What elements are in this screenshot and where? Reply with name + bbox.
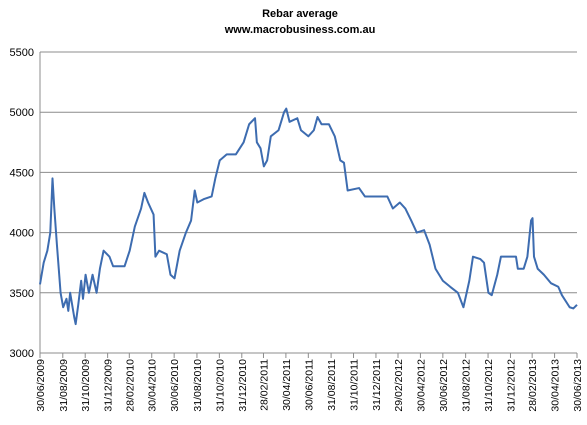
x-tick-label: 31/08/2012 xyxy=(461,359,473,412)
y-tick-label: 3500 xyxy=(10,288,34,300)
x-tick-label: 28/02/2011 xyxy=(258,359,270,411)
x-tick-label: 31/10/2011 xyxy=(349,359,361,411)
y-tick-label: 4500 xyxy=(10,167,34,179)
x-tick-label: 31/12/2009 xyxy=(103,359,115,412)
x-tick-label: 30/04/2013 xyxy=(550,359,562,412)
x-tick-label: 31/08/2011 xyxy=(326,359,338,411)
x-tick-label: 30/04/2010 xyxy=(147,359,159,412)
x-tick-label: 30/06/2013 xyxy=(572,359,584,412)
x-tick-label: 31/12/2010 xyxy=(237,359,249,412)
x-tick-label: 31/12/2011 xyxy=(371,359,383,411)
x-tick-label: 30/06/2010 xyxy=(169,359,181,412)
x-tick-label: 31/10/2010 xyxy=(214,359,226,412)
x-tick-label: 28/02/2013 xyxy=(527,359,539,412)
x-tick-label: 30/06/2012 xyxy=(438,359,450,412)
y-tick-label: 4000 xyxy=(10,228,34,240)
x-tick-label: 31/10/2012 xyxy=(483,359,495,412)
chart-subtitle: www.macrobusiness.com.au xyxy=(224,24,376,36)
x-tick-label: 31/08/2010 xyxy=(192,359,204,412)
x-tick-label: 31/12/2012 xyxy=(505,359,517,412)
x-tick-label: 30/04/2012 xyxy=(415,359,427,412)
data-line xyxy=(39,107,578,326)
x-tick-label: 31/08/2009 xyxy=(58,359,70,412)
x-tick-label: 29/02/2012 xyxy=(393,359,405,412)
y-tick-label: 5000 xyxy=(10,107,34,119)
chart-title: Rebar average xyxy=(262,8,338,20)
y-tick-label: 3000 xyxy=(10,348,34,360)
x-tick-label: 30/04/2011 xyxy=(281,359,293,411)
x-tick-label: 28/02/2010 xyxy=(124,359,136,412)
x-tick-label: 30/06/2011 xyxy=(303,359,315,411)
x-tick-label: 31/10/2009 xyxy=(80,359,92,412)
y-tick-label: 5500 xyxy=(10,47,34,59)
x-tick-label: 30/06/2009 xyxy=(35,359,47,412)
